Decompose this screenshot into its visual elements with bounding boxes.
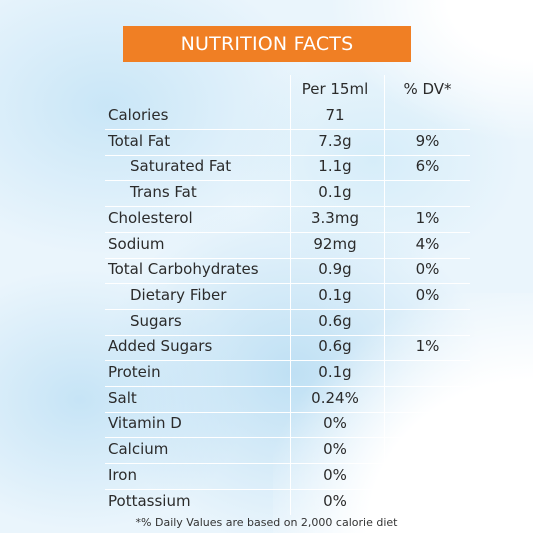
- nutrient-label: Total Carbohydrates: [108, 260, 259, 279]
- row-divider: [105, 360, 470, 362]
- nutrition-row: Salt 0.24%: [0, 387, 533, 413]
- nutrition-row: Saturated Fat 1.1g 6%: [0, 155, 533, 182]
- page-title: NUTRITION FACTS: [180, 33, 354, 55]
- nutrient-label: Calories: [108, 106, 169, 124]
- header-per-serving: Per 15ml: [301, 80, 369, 98]
- row-divider: [105, 231, 470, 233]
- nutrient-amount: 71: [325, 106, 345, 124]
- nutrient-daily-value: 0%: [415, 260, 440, 279]
- nutrient-daily-value: 6%: [415, 157, 440, 176]
- nutrient-label: Protein: [108, 363, 161, 381]
- nutrient-amount: 0.1g: [318, 183, 352, 202]
- nutrition-row: Pottassium 0%: [0, 490, 533, 516]
- column-divider: [384, 75, 385, 515]
- nutrient-amount: 0%: [323, 440, 347, 459]
- nutrient-label: Iron: [108, 465, 137, 484]
- nutrition-row: Calcium 0%: [0, 438, 533, 465]
- row-divider: [105, 463, 470, 465]
- nutrient-amount: 1.1g: [318, 157, 352, 176]
- nutrient-daily-value: 4%: [415, 234, 440, 253]
- column-divider: [290, 75, 291, 515]
- title-banner: NUTRITION FACTS: [123, 26, 411, 62]
- nutrient-label: Vitamin D: [108, 414, 182, 433]
- nutrition-row: Sodium 92mg 4%: [0, 233, 533, 259]
- background-highlight-top: [333, 0, 533, 140]
- nutrient-label: Sugars: [130, 311, 182, 330]
- nutrient-label: Calcium: [108, 440, 169, 459]
- row-divider: [105, 437, 470, 439]
- nutrition-row: Protein 0.1g: [0, 361, 533, 387]
- background-highlight-bottom: [273, 293, 533, 533]
- nutrient-daily-value: 1%: [415, 208, 440, 227]
- nutrient-label: Sodium: [108, 234, 165, 253]
- nutrition-row: Trans Fat 0.1g: [0, 181, 533, 208]
- nutrition-row: Added Sugars 0.6g 1%: [0, 335, 533, 362]
- row-divider: [105, 257, 470, 259]
- nutrient-daily-value: 1%: [415, 337, 440, 356]
- nutrition-row: Total Carbohydrates 0.9g 0%: [0, 258, 533, 285]
- row-divider: [105, 129, 470, 130]
- nutrition-row: Sugars 0.6g: [0, 310, 533, 336]
- nutrition-row: Total Fat 7.3g 9%: [0, 130, 533, 156]
- row-divider: [105, 308, 470, 310]
- row-divider: [105, 180, 470, 182]
- nutrient-label: Saturated Fat: [130, 157, 232, 176]
- row-divider: [105, 334, 470, 336]
- nutrient-daily-value: 0%: [415, 285, 440, 304]
- nutrient-daily-value: 9%: [415, 131, 440, 150]
- nutrient-amount: 92mg: [313, 234, 357, 253]
- row-divider: [105, 283, 470, 285]
- row-divider: [105, 488, 470, 490]
- nutrient-amount: 0%: [323, 465, 347, 484]
- nutrition-row: Dietary Fiber 0.1g 0%: [0, 284, 533, 310]
- nutrient-amount: 0.24%: [311, 388, 359, 407]
- nutrient-label: Dietary Fiber: [130, 285, 227, 304]
- nutrient-amount: 0%: [323, 414, 347, 433]
- row-divider: [105, 154, 470, 156]
- nutrient-label: Pottassium: [108, 491, 191, 510]
- nutrition-row: Cholesterol 3.3mg 1%: [0, 207, 533, 233]
- footnote: *% Daily Values are based on 2,000 calor…: [135, 516, 398, 529]
- nutrition-row: Vitamin D 0%: [0, 412, 533, 439]
- nutrient-amount: 0.1g: [318, 363, 352, 381]
- nutrition-row: Iron 0%: [0, 464, 533, 490]
- row-divider: [105, 411, 470, 413]
- row-divider: [105, 206, 470, 208]
- nutrient-label: Total Fat: [108, 131, 171, 150]
- row-divider: [105, 386, 470, 387]
- header-daily-value: % DV*: [403, 80, 452, 98]
- nutrient-amount: 0.6g: [318, 311, 352, 330]
- nutrient-label: Added Sugars: [108, 337, 213, 356]
- nutrient-amount: 7.3g: [318, 131, 352, 150]
- nutrient-label: Cholesterol: [108, 208, 193, 227]
- nutrient-label: Salt: [108, 388, 137, 407]
- nutrient-amount: 3.3mg: [311, 208, 359, 227]
- nutrient-label: Trans Fat: [130, 183, 197, 202]
- nutrient-amount: 0.9g: [318, 260, 352, 279]
- nutrient-amount: 0.6g: [318, 337, 352, 356]
- nutrition-row: Calories 71: [0, 104, 533, 130]
- nutrient-amount: 0.1g: [318, 285, 352, 304]
- nutrient-amount: 0%: [323, 491, 347, 510]
